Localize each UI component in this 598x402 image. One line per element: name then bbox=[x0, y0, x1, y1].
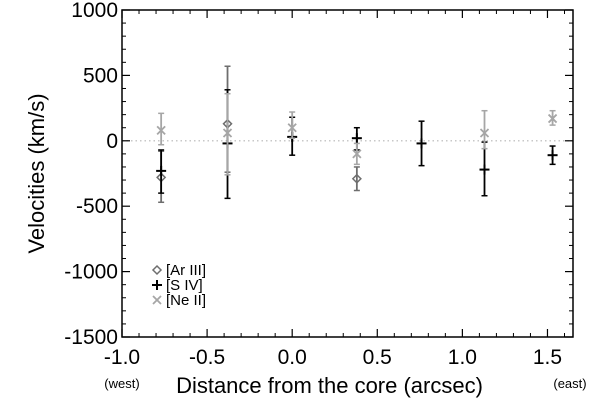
series-diamond bbox=[156, 65, 362, 204]
legend: [Ar III][S IV][Ne II] bbox=[151, 262, 206, 309]
series-x bbox=[156, 92, 558, 176]
y-axis: -1500 -1000 -500 0 500 1000 bbox=[64, 0, 573, 349]
x-tick-label: -1.0 bbox=[104, 346, 140, 369]
legend-label: [Ar III] bbox=[166, 262, 206, 279]
data-point-b bbox=[222, 128, 233, 138]
legend-marker bbox=[152, 295, 162, 305]
y-tick-label: 1000 bbox=[71, 0, 118, 22]
y-tick-label: 500 bbox=[83, 64, 118, 87]
data-point-b bbox=[352, 149, 362, 159]
data-point bbox=[352, 149, 362, 159]
y-tick-label: 0 bbox=[106, 130, 118, 153]
legend-label: [Ne II] bbox=[166, 292, 206, 309]
y-axis-title: Velocities (km/s) bbox=[24, 93, 49, 253]
data-point-b bbox=[479, 128, 490, 138]
data-point bbox=[156, 125, 166, 135]
data-point bbox=[547, 150, 558, 161]
data-point bbox=[351, 133, 362, 144]
x-tick-label: 1.0 bbox=[448, 346, 477, 369]
plot-frame bbox=[121, 9, 574, 338]
west-label: (west) bbox=[104, 376, 139, 391]
data-point bbox=[479, 128, 490, 138]
x-axis-title: Distance from the core (arcsec) bbox=[176, 373, 483, 398]
data-point bbox=[416, 138, 427, 149]
legend-label: [S IV] bbox=[166, 277, 203, 294]
data-point bbox=[156, 165, 167, 176]
x-tick-label: -0.5 bbox=[189, 346, 225, 369]
y-tick-label: -1000 bbox=[64, 261, 118, 284]
data-point-b bbox=[287, 123, 297, 133]
x-tick-label: 0.0 bbox=[278, 346, 307, 369]
y-tick-label: -1500 bbox=[64, 326, 118, 349]
data-point bbox=[351, 173, 362, 184]
east-label: (east) bbox=[553, 376, 586, 391]
data-point bbox=[287, 123, 297, 133]
legend-marker-b bbox=[152, 295, 162, 305]
x-tick-label: 0.5 bbox=[363, 346, 392, 369]
legend-marker bbox=[152, 280, 162, 290]
x-tick-label: 1.5 bbox=[533, 346, 562, 369]
data-point-b bbox=[547, 113, 558, 124]
data-point bbox=[547, 113, 558, 124]
legend-marker bbox=[151, 264, 163, 276]
data-point bbox=[479, 164, 490, 175]
data-point-b bbox=[156, 125, 166, 135]
x-axis: -1.0 -0.5 0.0 0.5 1.0 1.5 bbox=[104, 10, 565, 369]
data-point bbox=[222, 128, 233, 138]
y-tick-label: -500 bbox=[76, 195, 118, 218]
series-layer bbox=[156, 65, 558, 204]
